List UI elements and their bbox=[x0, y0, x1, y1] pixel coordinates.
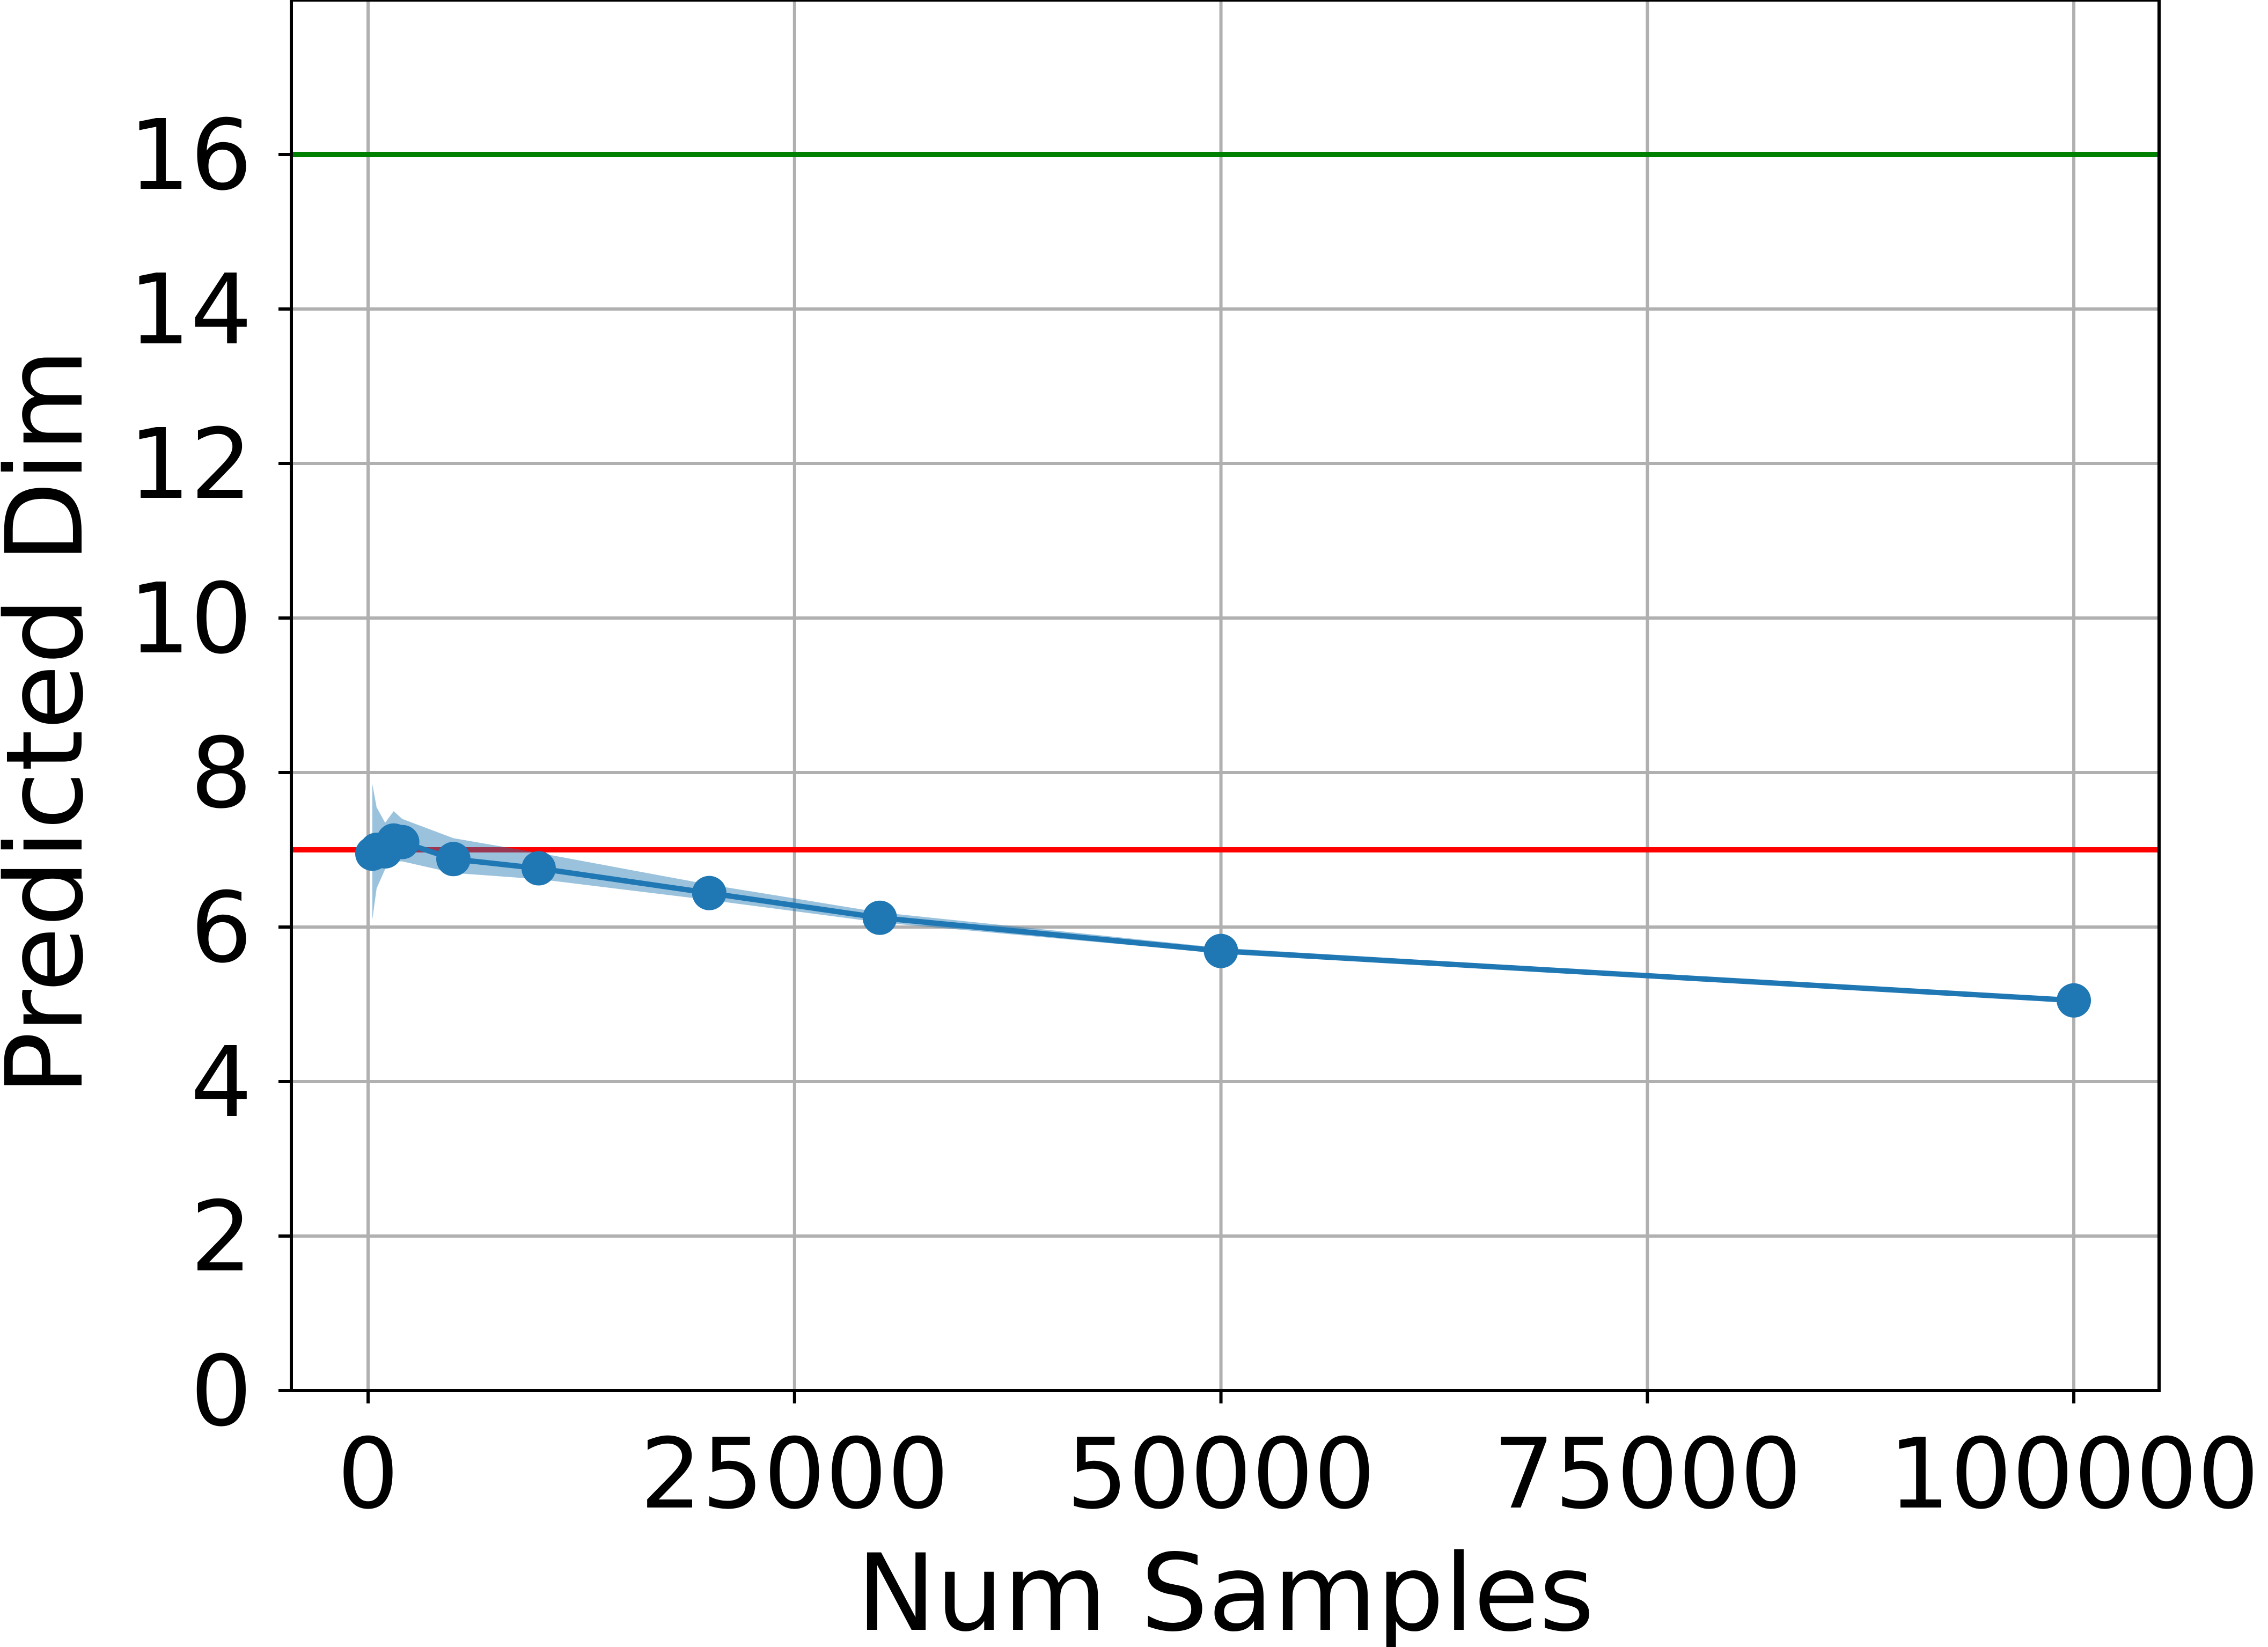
y-tick-label: 6 bbox=[190, 871, 252, 984]
axes bbox=[278, 0, 2161, 1403]
x-tick-label: 0 bbox=[337, 1417, 399, 1531]
data-point bbox=[521, 851, 556, 886]
y-tick-labels: 0 2 4 6 8 10 12 14 16 bbox=[129, 99, 252, 1448]
y-tick-label: 14 bbox=[129, 253, 252, 366]
data-series bbox=[355, 823, 2091, 1018]
reference-lines bbox=[291, 152, 2159, 852]
confidence-band bbox=[372, 784, 2074, 1002]
data-point bbox=[692, 876, 726, 910]
data-point bbox=[1203, 933, 1238, 968]
y-tick-label: 0 bbox=[190, 1335, 252, 1448]
plot-frame bbox=[290, 0, 2161, 1392]
y-tick-label: 10 bbox=[129, 562, 252, 675]
y-tick-label: 4 bbox=[190, 1026, 252, 1139]
y-tick-label: 16 bbox=[129, 99, 252, 212]
y-axis-title: Predicted Dim bbox=[0, 349, 107, 1096]
x-tick-label: 100000 bbox=[1889, 1417, 2259, 1531]
x-tick-label: 25000 bbox=[640, 1417, 949, 1531]
x-tick-label: 50000 bbox=[1067, 1417, 1376, 1531]
y-tick-label: 8 bbox=[190, 717, 252, 830]
data-point bbox=[2057, 983, 2091, 1018]
data-point bbox=[862, 900, 897, 935]
data-point bbox=[436, 842, 471, 877]
x-tick-labels: 0 25000 50000 75000 100000 bbox=[337, 1417, 2259, 1531]
y-tick-label: 2 bbox=[190, 1180, 252, 1293]
confidence-bands bbox=[372, 784, 2074, 1002]
series-line bbox=[370, 837, 2074, 1003]
grid-lines bbox=[291, 0, 2159, 1392]
x-tick-label: 75000 bbox=[1493, 1417, 1802, 1531]
y-tick-label: 12 bbox=[129, 408, 252, 521]
x-axis-title: Num Samples bbox=[857, 1531, 1595, 1647]
data-point bbox=[385, 825, 420, 859]
